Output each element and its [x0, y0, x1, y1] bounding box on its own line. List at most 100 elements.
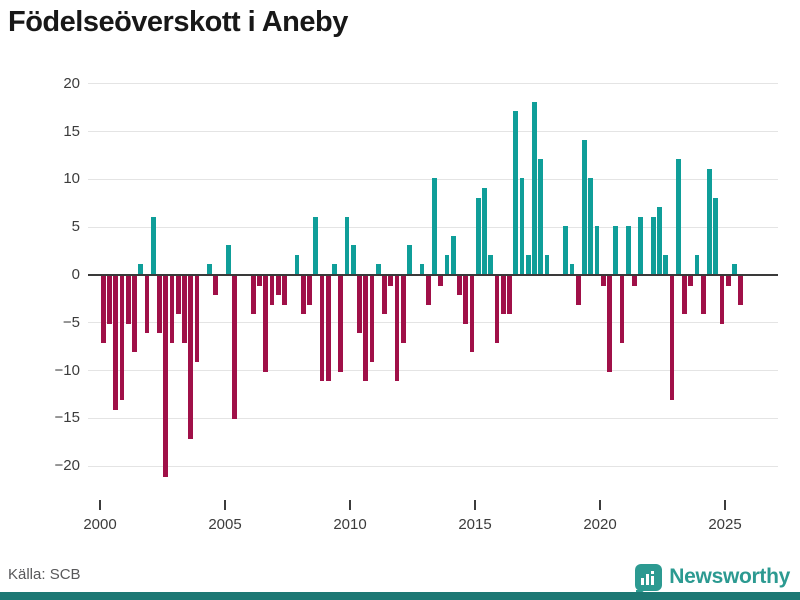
bar-2024-Q1 [700, 276, 706, 315]
x-tick-2025 [724, 500, 726, 510]
bar-2011-Q2 [382, 276, 387, 315]
bar-2006-Q3 [263, 276, 269, 372]
x-tick-2015 [474, 500, 476, 510]
bar-2022-Q3 [663, 254, 669, 274]
bar-2008-Q1 [300, 276, 306, 315]
y-axis-label-15: 15 [63, 122, 80, 140]
bar-2003-Q4 [194, 276, 200, 363]
bar-2022-Q4 [669, 276, 675, 401]
x-tick-2005 [224, 500, 226, 510]
x-axis-label-2025: 2025 [708, 516, 742, 533]
x-tick-2000 [99, 500, 101, 510]
y-axis-label--20: −20 [54, 457, 80, 475]
bar-2005-Q2 [232, 276, 237, 420]
bar-2008-Q4 [319, 276, 325, 382]
bar-2000-Q1 [100, 276, 106, 343]
bar-2013-Q2 [432, 178, 437, 274]
bar-2014-Q2 [457, 276, 462, 296]
bar-2021-Q1 [625, 226, 631, 274]
bar-2010-Q4 [369, 276, 375, 363]
bar-2006-Q1 [250, 276, 256, 315]
gridline--5 [88, 322, 778, 324]
bar-2014-Q4 [469, 276, 475, 353]
x-tick-2020 [599, 500, 601, 510]
bar-2000-Q2 [107, 276, 112, 324]
bar-2024-Q3 [713, 197, 719, 274]
bar-2000-Q3 [113, 276, 119, 410]
bar-2016-Q3 [513, 111, 519, 274]
bar-2019-Q1 [575, 276, 581, 305]
bar-2021-Q3 [638, 216, 644, 274]
bar-2015-Q1 [475, 197, 481, 274]
x-axis-label-2005: 2005 [208, 516, 242, 533]
bar-2013-Q3 [438, 276, 444, 286]
x-tick-2010 [349, 500, 351, 510]
bar-2005-Q1 [225, 245, 231, 274]
bar-2008-Q2 [307, 276, 312, 305]
bar-2015-Q2 [482, 187, 487, 274]
bar-2020-Q4 [619, 276, 625, 343]
bar-2023-Q3 [688, 276, 694, 286]
x-axis-label-2020: 2020 [583, 516, 617, 533]
y-axis-label-10: 10 [63, 170, 80, 188]
bar-2019-Q4 [594, 226, 600, 274]
bar-2001-Q1 [125, 276, 131, 324]
bar-2015-Q4 [494, 276, 500, 343]
bottom-accent-band [0, 592, 800, 600]
gridline-20 [88, 83, 778, 85]
y-axis-label-5: 5 [71, 218, 80, 236]
zero-axis-line [88, 274, 778, 276]
bar-2017-Q1 [525, 254, 531, 274]
page-title: Födelseöverskott i Aneby [8, 6, 348, 38]
bar-2023-Q2 [682, 276, 687, 315]
bar-2007-Q4 [294, 254, 300, 274]
y-axis-label--5: −5 [62, 313, 80, 331]
bar-2013-Q4 [444, 254, 450, 274]
bar-2017-Q2 [532, 101, 537, 274]
bar-2006-Q4 [269, 276, 275, 305]
bar-2008-Q3 [313, 216, 319, 274]
bar-2025-Q3 [738, 276, 744, 305]
bar-chart-marker-icon [635, 563, 663, 597]
gridline--10 [88, 370, 778, 372]
bar-2003-Q1 [175, 276, 181, 315]
x-axis-label-2000: 2000 [83, 516, 117, 533]
brand-name: Newsworthy [669, 565, 790, 588]
bar-2007-Q2 [282, 276, 287, 305]
bar-2024-Q4 [719, 276, 725, 324]
bar-2022-Q1 [650, 216, 656, 274]
bar-2025-Q1 [725, 276, 731, 286]
bar-2011-Q3 [388, 276, 394, 286]
bar-2011-Q4 [394, 276, 400, 382]
bar-2018-Q3 [563, 226, 569, 274]
bar-2019-Q2 [582, 140, 587, 274]
bar-2010-Q3 [363, 276, 369, 382]
bar-2020-Q1 [600, 276, 606, 286]
bar-2024-Q2 [707, 168, 712, 274]
y-axis-label-20: 20 [63, 74, 80, 92]
source-label: Källa: SCB [8, 566, 81, 583]
bar-2009-Q4 [344, 216, 350, 274]
newsworthy-logo: Newsworthy [635, 560, 790, 597]
bar-2007-Q1 [275, 276, 281, 296]
bar-2023-Q4 [694, 254, 700, 274]
bar-2018-Q4 [569, 264, 575, 274]
bar-2001-Q2 [132, 276, 137, 353]
bar-2009-Q3 [338, 276, 344, 372]
bar-2012-Q4 [419, 264, 425, 274]
bar-2001-Q4 [144, 276, 150, 334]
bar-2016-Q4 [519, 178, 525, 274]
y-axis-label--15: −15 [54, 409, 80, 427]
y-axis-label-0: 0 [71, 266, 80, 283]
bar-2023-Q1 [675, 159, 681, 274]
bar-2004-Q2 [207, 264, 212, 274]
bar-2017-Q4 [544, 254, 550, 274]
bar-2014-Q1 [450, 235, 456, 274]
bar-2003-Q2 [182, 276, 187, 343]
bar-2000-Q4 [119, 276, 125, 401]
bar-2025-Q2 [732, 264, 737, 274]
bar-2020-Q2 [607, 276, 612, 372]
bar-2006-Q2 [257, 276, 262, 286]
x-axis-label-2010: 2010 [333, 516, 367, 533]
